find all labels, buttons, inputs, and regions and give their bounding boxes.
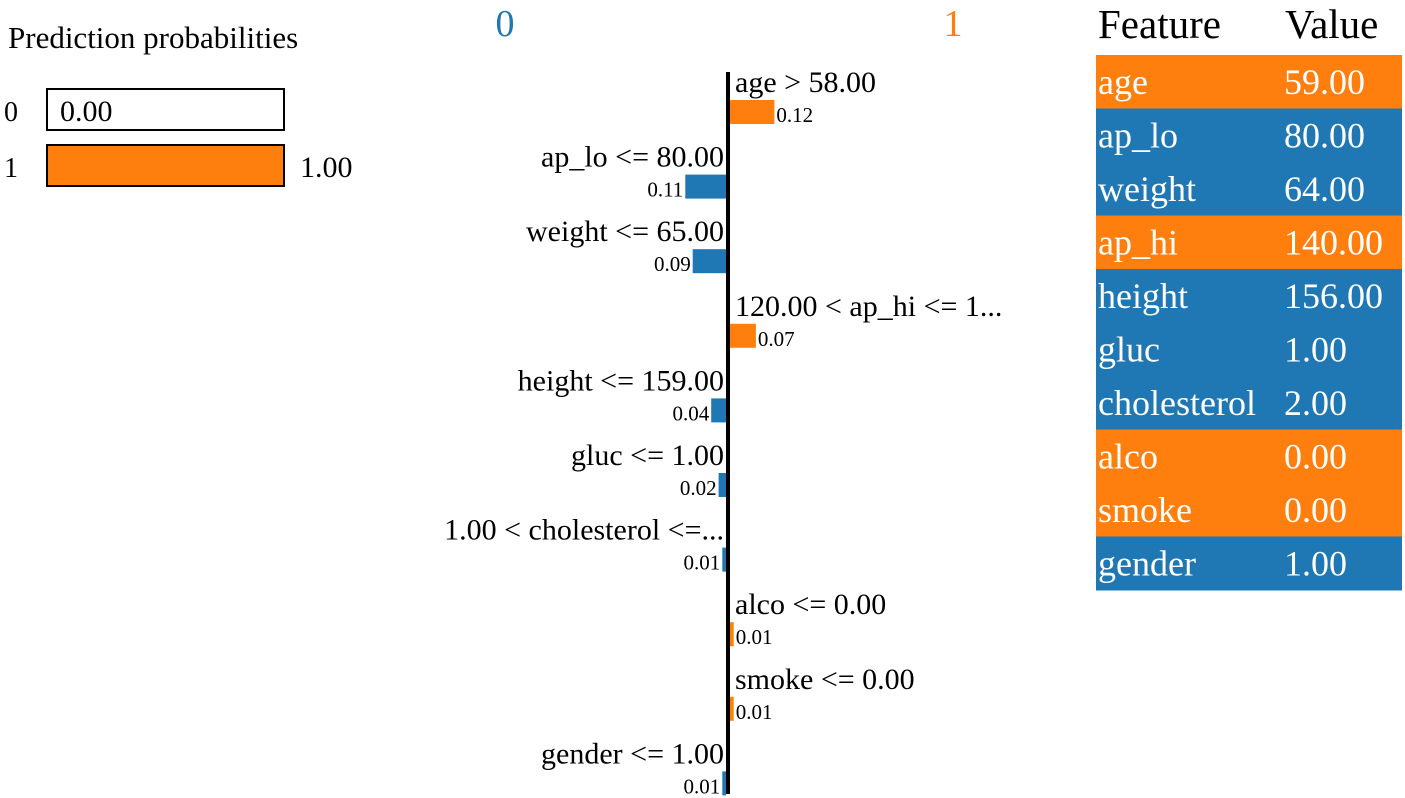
- table-value: 1.00: [1284, 544, 1347, 584]
- prob-value: 0.00: [60, 95, 113, 128]
- table-row: alco 0.00: [1096, 429, 1402, 484]
- class-label-1: 1: [944, 3, 963, 45]
- table-row: gluc 1.00: [1096, 322, 1402, 377]
- table-value: 59.00: [1284, 62, 1365, 102]
- feature-condition-label: alco <= 0.00: [735, 588, 886, 621]
- feature-bar: [692, 249, 726, 274]
- prob-bar-bg: [46, 88, 285, 131]
- feature-weight-label: 0.12: [776, 103, 813, 127]
- prediction-title: Prediction probabilities: [8, 20, 298, 55]
- feature-weight-label: 0.09: [654, 252, 691, 276]
- table-value: 64.00: [1284, 169, 1365, 209]
- feature-condition-label: weight <= 65.00: [526, 215, 724, 248]
- table-feature: smoke: [1098, 490, 1192, 530]
- table-feature: height: [1098, 276, 1188, 316]
- table-feature: ap_hi: [1098, 223, 1178, 263]
- table-value: 2.00: [1284, 383, 1347, 423]
- table-value: 1.00: [1284, 330, 1347, 370]
- table-row-bg: [1096, 108, 1402, 163]
- feature-weight-label: 0.11: [647, 178, 683, 202]
- feature-weight-label: 0.01: [736, 700, 773, 724]
- table-row: ap_hi 140.00: [1096, 215, 1402, 270]
- table-feature: age: [1098, 62, 1148, 102]
- table-row-bg: [1096, 269, 1402, 323]
- feature-bar: [730, 323, 756, 348]
- feature-condition-label: gender <= 1.00: [541, 737, 724, 770]
- feature-bar: [730, 622, 734, 647]
- table-feature: ap_lo: [1098, 116, 1178, 156]
- feature-weight-label: 0.01: [684, 774, 721, 798]
- feature-bar: [718, 473, 726, 497]
- table-row-bg: [1096, 215, 1402, 270]
- feature-bar: [711, 398, 726, 423]
- table-row: smoke 0.00: [1096, 483, 1402, 537]
- prob-bar-fill: [46, 144, 285, 187]
- table-row: cholesterol 2.00: [1096, 376, 1402, 430]
- feature-bar: [722, 547, 726, 572]
- table-row: ap_lo 80.00: [1096, 108, 1402, 163]
- feature-weight-label: 0.01: [684, 551, 721, 575]
- table-value: 140.00: [1284, 223, 1383, 263]
- table-feature: gender: [1098, 544, 1196, 584]
- table-row-bg: [1096, 483, 1402, 537]
- table-feature: weight: [1098, 169, 1196, 209]
- table-feature: cholesterol: [1098, 383, 1256, 423]
- feature-weight-label: 0.01: [736, 625, 773, 649]
- table-row-bg: [1096, 536, 1402, 591]
- feature-condition-label: height <= 159.00: [518, 364, 724, 397]
- feature-weight-label: 0.07: [758, 327, 795, 351]
- table-row-bg: [1096, 162, 1402, 216]
- feature-condition-label: smoke <= 0.00: [735, 663, 915, 696]
- feature-condition-label: gluc <= 1.00: [571, 439, 724, 472]
- table-value: 80.00: [1284, 116, 1365, 156]
- class-label-0: 0: [496, 3, 515, 45]
- feature-condition-label: ap_lo <= 80.00: [541, 141, 724, 174]
- feature-bar: [730, 696, 734, 721]
- prob-class-label: 1: [4, 153, 18, 184]
- feature-bar: [730, 100, 775, 124]
- feature-bar: [722, 771, 726, 796]
- feature-condition-label: age > 58.00: [735, 66, 876, 99]
- table-value: 0.00: [1284, 490, 1347, 530]
- table-row: gender 1.00: [1096, 536, 1402, 591]
- table-row: weight 64.00: [1096, 162, 1402, 216]
- feature-condition-label: 120.00 < ap_hi <= 1...: [735, 290, 1002, 323]
- table-feature: gluc: [1098, 330, 1160, 370]
- feature-condition-label: 1.00 < cholesterol <=...: [444, 514, 724, 547]
- feature-bar: [685, 174, 726, 199]
- table-feature: alco: [1098, 437, 1158, 477]
- table-row-bg: [1096, 55, 1402, 109]
- table-value: 0.00: [1284, 437, 1347, 477]
- table-row-bg: [1096, 429, 1402, 484]
- table-header-value: Value: [1285, 1, 1378, 47]
- prob-value: 1.00: [300, 151, 353, 184]
- table-row-bg: [1096, 376, 1402, 430]
- table-row: height 156.00: [1096, 269, 1402, 323]
- feature-weight-label: 0.02: [680, 476, 717, 500]
- table-header-feature: Feature: [1098, 1, 1221, 47]
- prob-class-label: 0: [4, 97, 18, 128]
- table-row-bg: [1096, 322, 1402, 377]
- feature-weight-label: 0.04: [672, 401, 709, 425]
- table-value: 156.00: [1284, 276, 1383, 316]
- table-row: age 59.00: [1096, 55, 1402, 109]
